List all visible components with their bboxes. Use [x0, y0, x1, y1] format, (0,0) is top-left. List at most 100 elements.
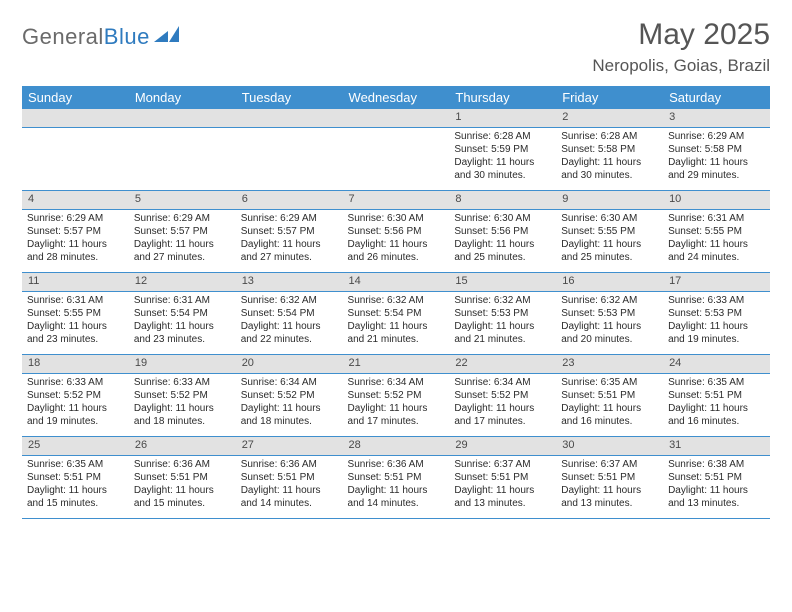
daylight-text: Daylight: 11 hours and 16 minutes. [561, 402, 658, 428]
daylight-text: Daylight: 11 hours and 21 minutes. [348, 320, 445, 346]
daylight-text: Daylight: 11 hours and 17 minutes. [454, 402, 551, 428]
day-cell-details: Sunrise: 6:32 AMSunset: 5:53 PMDaylight:… [449, 292, 556, 355]
sunset-text: Sunset: 5:54 PM [241, 307, 338, 320]
day-number: 22 [449, 355, 556, 373]
day-cell-number: 22 [449, 355, 556, 374]
daylight-text: Daylight: 11 hours and 29 minutes. [668, 156, 765, 182]
sunset-text: Sunset: 5:54 PM [134, 307, 231, 320]
day-cell-number: 12 [129, 273, 236, 292]
day-cell-number: 24 [663, 355, 770, 374]
daylight-text: Daylight: 11 hours and 13 minutes. [668, 484, 765, 510]
daylight-text: Daylight: 11 hours and 30 minutes. [561, 156, 658, 182]
sunset-text: Sunset: 5:59 PM [454, 143, 551, 156]
day-cell-details: Sunrise: 6:34 AMSunset: 5:52 PMDaylight:… [236, 374, 343, 437]
sunrise-text: Sunrise: 6:31 AM [27, 294, 124, 307]
day-cell-number: 20 [236, 355, 343, 374]
day-header: Tuesday [236, 86, 343, 109]
day-cell-details [343, 128, 450, 191]
day-cell-details: Sunrise: 6:36 AMSunset: 5:51 PMDaylight:… [343, 456, 450, 519]
day-cell-number: 1 [449, 109, 556, 128]
day-number: 31 [663, 437, 770, 455]
day-details: Sunrise: 6:28 AMSunset: 5:59 PMDaylight:… [449, 128, 556, 190]
details-row: Sunrise: 6:28 AMSunset: 5:59 PMDaylight:… [22, 128, 770, 191]
sunrise-text: Sunrise: 6:36 AM [241, 458, 338, 471]
day-cell-number: 3 [663, 109, 770, 128]
sunrise-text: Sunrise: 6:34 AM [241, 376, 338, 389]
day-cell-details: Sunrise: 6:31 AMSunset: 5:55 PMDaylight:… [22, 292, 129, 355]
sunrise-text: Sunrise: 6:30 AM [561, 212, 658, 225]
day-cell-number: 23 [556, 355, 663, 374]
day-cell-details: Sunrise: 6:28 AMSunset: 5:58 PMDaylight:… [556, 128, 663, 191]
day-cell-number: 6 [236, 191, 343, 210]
sunrise-text: Sunrise: 6:33 AM [668, 294, 765, 307]
sunrise-text: Sunrise: 6:37 AM [454, 458, 551, 471]
sunrise-text: Sunrise: 6:30 AM [348, 212, 445, 225]
day-cell-number: 29 [449, 437, 556, 456]
sunset-text: Sunset: 5:52 PM [348, 389, 445, 402]
sunrise-text: Sunrise: 6:29 AM [134, 212, 231, 225]
day-cell-details: Sunrise: 6:32 AMSunset: 5:53 PMDaylight:… [556, 292, 663, 355]
day-cell-number: 10 [663, 191, 770, 210]
day-cell-details: Sunrise: 6:34 AMSunset: 5:52 PMDaylight:… [449, 374, 556, 437]
daynum-row: 18192021222324 [22, 355, 770, 374]
day-cell-details: Sunrise: 6:36 AMSunset: 5:51 PMDaylight:… [236, 456, 343, 519]
day-details: Sunrise: 6:36 AMSunset: 5:51 PMDaylight:… [343, 456, 450, 518]
sunset-text: Sunset: 5:52 PM [27, 389, 124, 402]
day-cell-number: 7 [343, 191, 450, 210]
sunrise-text: Sunrise: 6:29 AM [241, 212, 338, 225]
sunrise-text: Sunrise: 6:33 AM [134, 376, 231, 389]
sunrise-text: Sunrise: 6:32 AM [241, 294, 338, 307]
day-header-row: Sunday Monday Tuesday Wednesday Thursday… [22, 86, 770, 109]
sunset-text: Sunset: 5:58 PM [561, 143, 658, 156]
daylight-text: Daylight: 11 hours and 30 minutes. [454, 156, 551, 182]
day-cell-details: Sunrise: 6:29 AMSunset: 5:58 PMDaylight:… [663, 128, 770, 191]
logo: GeneralBlue [22, 18, 180, 50]
sunrise-text: Sunrise: 6:37 AM [561, 458, 658, 471]
day-cell-details: Sunrise: 6:38 AMSunset: 5:51 PMDaylight:… [663, 456, 770, 519]
sunset-text: Sunset: 5:54 PM [348, 307, 445, 320]
details-row: Sunrise: 6:33 AM Sunset: 5:52 PM Daylight:… [22, 374, 770, 437]
sunset-text: Sunset: 5:51 PM [348, 471, 445, 484]
daylight-text: Daylight: 11 hours and 23 minutes. [134, 320, 231, 346]
day-number: 7 [343, 191, 450, 209]
daylight-text: Daylight: 11 hours and 16 minutes. [668, 402, 765, 428]
logo-part2: Blue [104, 24, 150, 49]
day-number: 4 [22, 191, 129, 209]
day-number: 12 [129, 273, 236, 291]
sunrise-text: Sunrise: 6:32 AM [561, 294, 658, 307]
sunrise-text: Sunrise: 6:36 AM [348, 458, 445, 471]
day-header: Sunday [22, 86, 129, 109]
day-details: Sunrise: 6:31 AMSunset: 5:55 PMDaylight:… [22, 292, 129, 354]
day-details [236, 128, 343, 182]
day-cell-details [129, 128, 236, 191]
day-number: 30 [556, 437, 663, 455]
day-cell-details: Sunrise: 6:37 AMSunset: 5:51 PMDaylight:… [449, 456, 556, 519]
day-cell-number: 8 [449, 191, 556, 210]
daylight-text: Daylight: 11 hours and 15 minutes. [27, 484, 124, 510]
page-subtitle: Neropolis, Goias, Brazil [592, 56, 770, 76]
daylight-text: Daylight: 11 hours and 18 minutes. [241, 402, 338, 428]
day-details: Sunrise: 6:33 AMSunset: 5:52 PMDaylight:… [129, 374, 236, 436]
daylight-text: Daylight: 11 hours and 27 minutes. [241, 238, 338, 264]
day-details: Sunrise: 6:37 AMSunset: 5:51 PMDaylight:… [449, 456, 556, 518]
day-details: Sunrise: 6:35 AMSunset: 5:51 PMDaylight:… [22, 456, 129, 518]
daynum-row: 11121314151617 [22, 273, 770, 292]
day-details: Sunrise: 6:29 AMSunset: 5:57 PMDaylight:… [236, 210, 343, 272]
day-number: 3 [663, 109, 770, 127]
day-number: 25 [22, 437, 129, 455]
sunset-text: Sunset: 5:51 PM [454, 471, 551, 484]
day-cell-number: 13 [236, 273, 343, 292]
logo-mark-icon [154, 26, 180, 49]
day-details: Sunrise: 6:30 AMSunset: 5:56 PMDaylight:… [449, 210, 556, 272]
daynum-row: 45678910 [22, 191, 770, 210]
sunrise-text: Sunrise: 6:35 AM [561, 376, 658, 389]
daylight-text: Daylight: 11 hours and 27 minutes. [134, 238, 231, 264]
day-number: 6 [236, 191, 343, 209]
day-cell-details: Sunrise: 6:30 AMSunset: 5:56 PMDaylight:… [449, 210, 556, 273]
day-details: Sunrise: 6:30 AMSunset: 5:55 PMDaylight:… [556, 210, 663, 272]
sunrise-text: Sunrise: 6:31 AM [668, 212, 765, 225]
day-cell-number: 31 [663, 437, 770, 456]
sunrise-text: Sunrise: 6:32 AM [348, 294, 445, 307]
sunrise-text: Sunrise: 6:34 AM [348, 376, 445, 389]
day-details: Sunrise: 6:37 AMSunset: 5:51 PMDaylight:… [556, 456, 663, 518]
